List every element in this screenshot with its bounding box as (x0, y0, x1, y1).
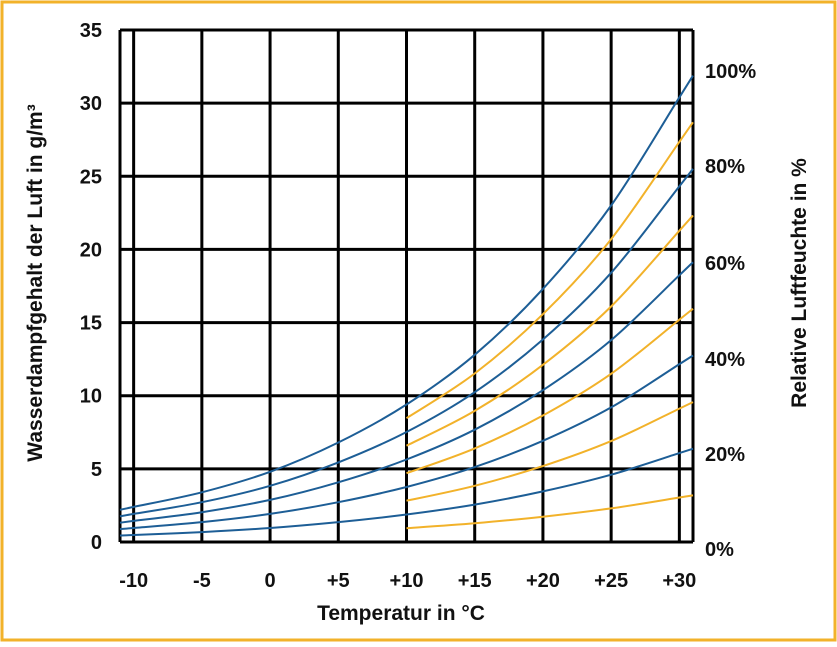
y-tick-label: 10 (80, 386, 102, 408)
series-line-rh-70 (406, 214, 694, 447)
y-tick-label: 35 (80, 20, 102, 42)
x-axis-label: Temperatur in °C (317, 602, 485, 625)
y-tick-label: 25 (80, 166, 102, 188)
series-line-rh-10 (406, 494, 694, 530)
series-line-rh-60 (119, 261, 694, 524)
y2-tick-labels: 0% 20% 40% 60% 80% 100% (705, 61, 756, 561)
series-line-rh-100 (119, 75, 694, 511)
y2-tick-label: 60% (705, 253, 745, 275)
series-line-rh-90 (405, 121, 694, 420)
series-line-rh-30 (406, 401, 694, 502)
x-tick-label: +10 (390, 570, 424, 592)
y2-tick-label: 40% (705, 349, 745, 371)
y-tick-label: 30 (80, 93, 102, 115)
y2-tick-label: 80% (705, 156, 745, 178)
curve-layer (119, 75, 694, 537)
y2-tick-label: 0% (705, 539, 734, 561)
y-tick-label: 5 (91, 459, 102, 481)
x-tick-label: -5 (193, 570, 211, 592)
y-tick-label: 0 (91, 532, 102, 554)
x-tick-labels: -10 -5 0 +5 +10 +15 +20 +25 +30 (119, 570, 696, 592)
series-line-rh-50 (406, 308, 694, 475)
series-line-rh-40 (119, 354, 694, 531)
y-axis-label: Wasserdampfgehalt der Luft in g/m³ (24, 104, 47, 461)
y2-axis-label: Relative Luftfeuchte in % (788, 158, 811, 408)
y-tick-label: 15 (80, 313, 102, 335)
series-line-rh-20 (119, 447, 694, 537)
y2-tick-label: 100% (705, 61, 756, 83)
series-line-rh-80 (119, 168, 694, 518)
x-tick-label: +25 (594, 570, 628, 592)
grid-layer (118, 28, 695, 544)
x-tick-label: +30 (662, 570, 696, 592)
y-tick-labels: 0 5 10 15 20 25 30 35 (80, 20, 102, 554)
x-tick-label: +15 (458, 570, 492, 592)
x-tick-label: -10 (119, 570, 148, 592)
x-tick-label: +5 (327, 570, 350, 592)
x-tick-label: +20 (526, 570, 560, 592)
y2-tick-label: 20% (705, 444, 745, 466)
y-tick-label: 20 (80, 239, 102, 261)
x-tick-label: 0 (265, 570, 276, 592)
